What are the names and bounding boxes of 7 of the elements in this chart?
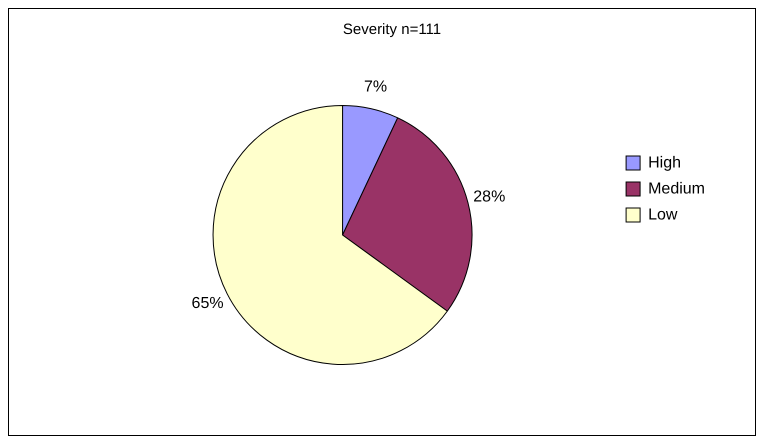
legend-label: High	[648, 154, 681, 172]
data-label: 28%	[473, 188, 506, 206]
chart-title: Severity n=111	[342, 21, 442, 38]
legend-label: Low	[648, 206, 678, 224]
data-label: 65%	[192, 295, 224, 312]
data-label: 7%	[364, 78, 388, 96]
legend-label: Medium	[648, 180, 705, 198]
